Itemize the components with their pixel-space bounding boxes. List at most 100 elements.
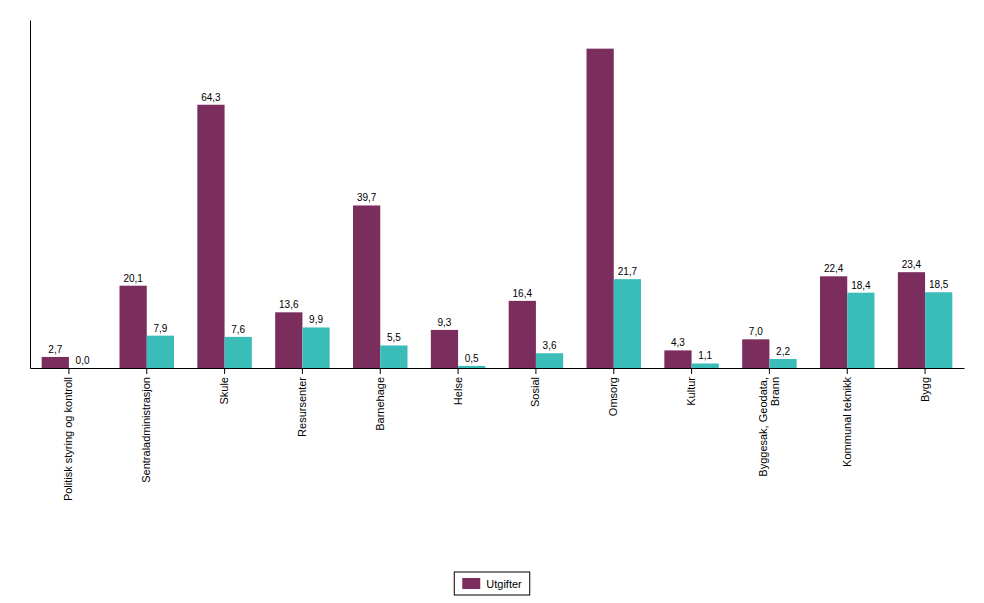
data-label: 5,5 bbox=[387, 332, 401, 343]
x-tick-mark bbox=[613, 368, 614, 374]
data-labels: 2,720,164,313,639,79,316,44,37,022,423,4… bbox=[48, 92, 949, 366]
bar bbox=[692, 363, 719, 368]
x-tick: Sentraladministrasjon bbox=[140, 368, 152, 483]
bar bbox=[509, 301, 536, 368]
bar-series bbox=[147, 279, 953, 368]
bar-series bbox=[42, 49, 925, 368]
data-label: 18,4 bbox=[851, 280, 871, 291]
bar bbox=[769, 359, 796, 368]
x-axis: Politisk styring og kontroll Sentraladmin… bbox=[31, 368, 965, 501]
x-tick-mark bbox=[847, 368, 848, 374]
x-tick-label-line: Omsorg bbox=[607, 377, 619, 416]
x-tick-label-line: Politisk styring og kontroll bbox=[62, 377, 74, 501]
bar bbox=[225, 337, 252, 368]
bar bbox=[431, 330, 458, 368]
x-tick-label: Byggesak, Geodata,Brann bbox=[757, 377, 781, 477]
bar bbox=[587, 49, 614, 368]
x-tick: Helse bbox=[452, 368, 464, 405]
bar bbox=[120, 286, 147, 368]
x-tick-label-line: Kultur bbox=[685, 377, 697, 406]
x-tick-mark bbox=[458, 368, 459, 374]
bar bbox=[147, 336, 174, 368]
legend: Utgifter bbox=[454, 572, 529, 595]
data-label: 64,3 bbox=[201, 92, 221, 103]
x-axis-line bbox=[31, 368, 965, 369]
data-label: 22,4 bbox=[824, 263, 844, 274]
data-label: 18,5 bbox=[929, 279, 949, 290]
x-tick-label: Omsorg bbox=[607, 377, 619, 416]
x-tick-mark bbox=[691, 368, 692, 374]
data-label: 7,0 bbox=[749, 326, 763, 337]
bar bbox=[742, 339, 769, 368]
x-tick: Barnehage bbox=[374, 368, 386, 431]
bar bbox=[458, 366, 485, 368]
x-tick: Omsorg bbox=[607, 368, 619, 416]
data-label: 13,6 bbox=[279, 299, 299, 310]
x-tick-label-line: Sosial bbox=[529, 377, 541, 407]
y-axis bbox=[30, 21, 31, 369]
x-tick-mark bbox=[302, 368, 303, 374]
x-tick-label-line: Helse bbox=[452, 377, 464, 405]
x-tick-mark bbox=[535, 368, 536, 374]
data-label: 7,9 bbox=[153, 323, 167, 334]
data-label: 0,0 bbox=[76, 355, 90, 366]
legend-swatch bbox=[462, 578, 480, 589]
legend-label: Utgifter bbox=[486, 578, 522, 590]
x-tick-mark bbox=[146, 368, 147, 374]
x-tick-label: Bygg bbox=[919, 377, 931, 402]
bar bbox=[614, 279, 641, 368]
x-tick-label: Helse bbox=[452, 377, 464, 405]
x-tick-mark bbox=[769, 368, 770, 374]
x-tick-mark bbox=[925, 368, 926, 374]
legend-frame bbox=[454, 572, 529, 595]
x-tick-label: Sosial bbox=[529, 377, 541, 407]
data-label: 1,1 bbox=[698, 350, 712, 361]
data-label: 9,9 bbox=[309, 314, 323, 325]
data-label: 20,1 bbox=[123, 273, 143, 284]
bar bbox=[898, 272, 925, 368]
x-tick-mark bbox=[224, 368, 225, 374]
x-tick-label: Sentraladministrasjon bbox=[140, 377, 152, 483]
bar bbox=[380, 345, 407, 368]
x-tick-mark bbox=[380, 368, 381, 374]
x-tick-label-line: Skule bbox=[218, 377, 230, 405]
x-tick-label-line: Barnehage bbox=[374, 377, 386, 431]
x-tick-label-line: Kommunal teknikk bbox=[841, 377, 853, 467]
x-tick-label: Resursenter bbox=[296, 377, 308, 437]
bar bbox=[42, 357, 69, 368]
data-label: 16,4 bbox=[513, 288, 533, 299]
bar bbox=[925, 292, 952, 368]
x-tick: Skule bbox=[218, 368, 230, 405]
x-tick: Kommunal teknikk bbox=[841, 368, 853, 467]
bars bbox=[42, 49, 953, 368]
x-tick-label-line: Bygg bbox=[919, 377, 931, 402]
x-tick-mark bbox=[68, 368, 69, 374]
x-tick-label: Barnehage bbox=[374, 377, 386, 431]
bar bbox=[275, 312, 302, 368]
data-label: 2,7 bbox=[48, 344, 62, 355]
data-label: 9,3 bbox=[438, 317, 452, 328]
x-tick: Resursenter bbox=[296, 368, 308, 437]
data-label: 7,6 bbox=[231, 324, 245, 335]
x-tick-label: Kultur bbox=[685, 377, 697, 406]
data-label: 0,5 bbox=[465, 353, 479, 364]
x-tick: Byggesak, Geodata,Brann bbox=[757, 368, 781, 477]
data-label: 4,3 bbox=[671, 337, 685, 348]
x-tick: Politisk styring og kontroll bbox=[62, 368, 74, 501]
bar bbox=[302, 327, 329, 368]
bar bbox=[536, 353, 563, 368]
bar bbox=[353, 205, 380, 368]
data-label: 21,7 bbox=[618, 266, 638, 277]
bar bbox=[820, 276, 847, 368]
x-tick-label: Politisk styring og kontroll bbox=[62, 377, 74, 501]
data-label: 2,2 bbox=[776, 346, 790, 357]
bar bbox=[69, 368, 96, 369]
bar bbox=[847, 293, 874, 368]
x-tick-label-line: Resursenter bbox=[296, 377, 308, 437]
chart: 2,720,164,313,639,79,316,44,37,022,423,4… bbox=[0, 0, 984, 603]
x-tick: Bygg bbox=[919, 368, 931, 402]
x-tick: Sosial bbox=[529, 368, 541, 407]
x-tick-label-line: Sentraladministrasjon bbox=[140, 377, 152, 483]
data-label: 23,4 bbox=[902, 259, 922, 270]
x-tick-label: Skule bbox=[218, 377, 230, 405]
